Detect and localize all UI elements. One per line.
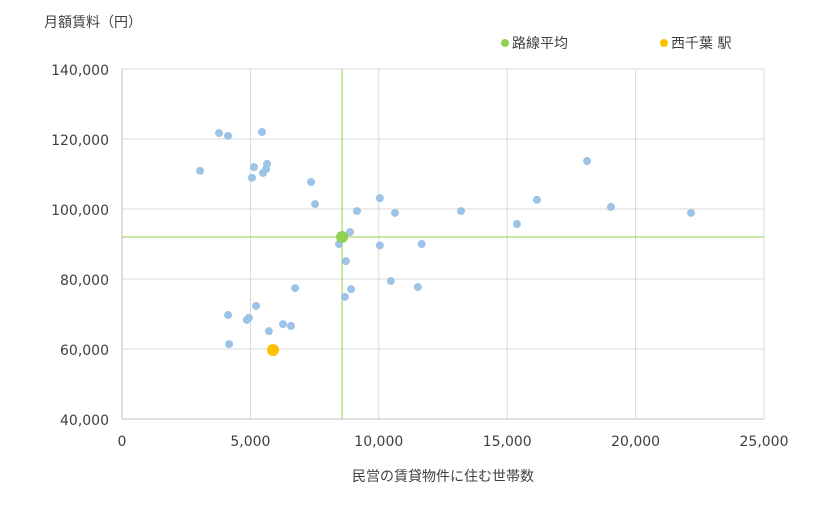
- y-tick-label: 80,000: [60, 273, 109, 289]
- station-data-point: [286, 321, 295, 330]
- station-data-point: [375, 194, 384, 203]
- station-data-point: [413, 283, 422, 292]
- legend-item-route-average: 路線平均: [501, 33, 568, 53]
- station-data-point: [512, 220, 521, 229]
- tick-labels: 40,000 60,000 80,000 100,000 120,000 140,000 0…: [51, 63, 788, 450]
- legend-label: 路線平均: [512, 36, 568, 52]
- station-data-point: [456, 207, 465, 216]
- station-data-point: [347, 285, 356, 294]
- x-tick-label: 15,000: [483, 434, 532, 450]
- station-data-point: [386, 277, 395, 286]
- station-data-point: [532, 195, 541, 204]
- station-data-point: [291, 284, 300, 293]
- y-tick-label: 140,000: [51, 63, 109, 79]
- station-data-point: [215, 129, 224, 138]
- station-data-point: [307, 178, 316, 187]
- station-data-point: [687, 208, 696, 217]
- station-data-point: [224, 311, 233, 320]
- station-data-point: [390, 208, 399, 217]
- station-data-point: [583, 157, 592, 166]
- data-points: [196, 128, 696, 357]
- legend-item-nishichiba-station: 西千葉 駅: [660, 33, 731, 53]
- station-data-point: [264, 327, 273, 336]
- station-data-point: [249, 163, 258, 171]
- station-data-point: [224, 131, 233, 140]
- station-data-point: [606, 202, 615, 211]
- station-data-point: [279, 320, 288, 329]
- x-tick-label: 20,000: [611, 434, 660, 450]
- y-tick-label: 100,000: [51, 203, 109, 219]
- legend-label: 西千葉 駅: [671, 36, 732, 52]
- station-data-point: [341, 257, 350, 266]
- y-tick-label: 40,000: [60, 413, 109, 429]
- station-data-point: [225, 340, 234, 349]
- x-tick-label: 0: [118, 434, 127, 450]
- y-tick-label: 120,000: [51, 133, 109, 149]
- y-axis-title: 月額賃料（円）: [44, 15, 142, 31]
- station-data-point: [258, 168, 267, 177]
- axes: [121, 69, 764, 420]
- station-data-point: [417, 240, 426, 248]
- orange-dot-icon: [660, 39, 668, 47]
- station-data-point: [247, 173, 256, 182]
- station-data-point: [257, 128, 266, 136]
- station-data-point: [242, 315, 251, 324]
- gridlines: [122, 68, 765, 419]
- station-data-point: [352, 207, 361, 216]
- x-tick-label: 5,000: [230, 434, 270, 450]
- station-data-point: [346, 228, 355, 237]
- station-data-point: [375, 241, 384, 250]
- green-dot-icon: [501, 39, 509, 47]
- station-data-point: [340, 292, 349, 301]
- station-data-point: [311, 200, 320, 209]
- y-tick-label: 60,000: [60, 343, 109, 359]
- nishichiba-point: [266, 344, 279, 357]
- x-tick-label: 25,000: [740, 434, 789, 450]
- station-data-point: [252, 301, 261, 310]
- station-data-point: [196, 166, 205, 175]
- x-axis-title: 民営の賃貸物件に住む世帯数: [352, 469, 534, 485]
- x-tick-label: 10,000: [354, 434, 403, 450]
- reference-lines: [122, 69, 764, 419]
- route-average-point: [336, 231, 349, 243]
